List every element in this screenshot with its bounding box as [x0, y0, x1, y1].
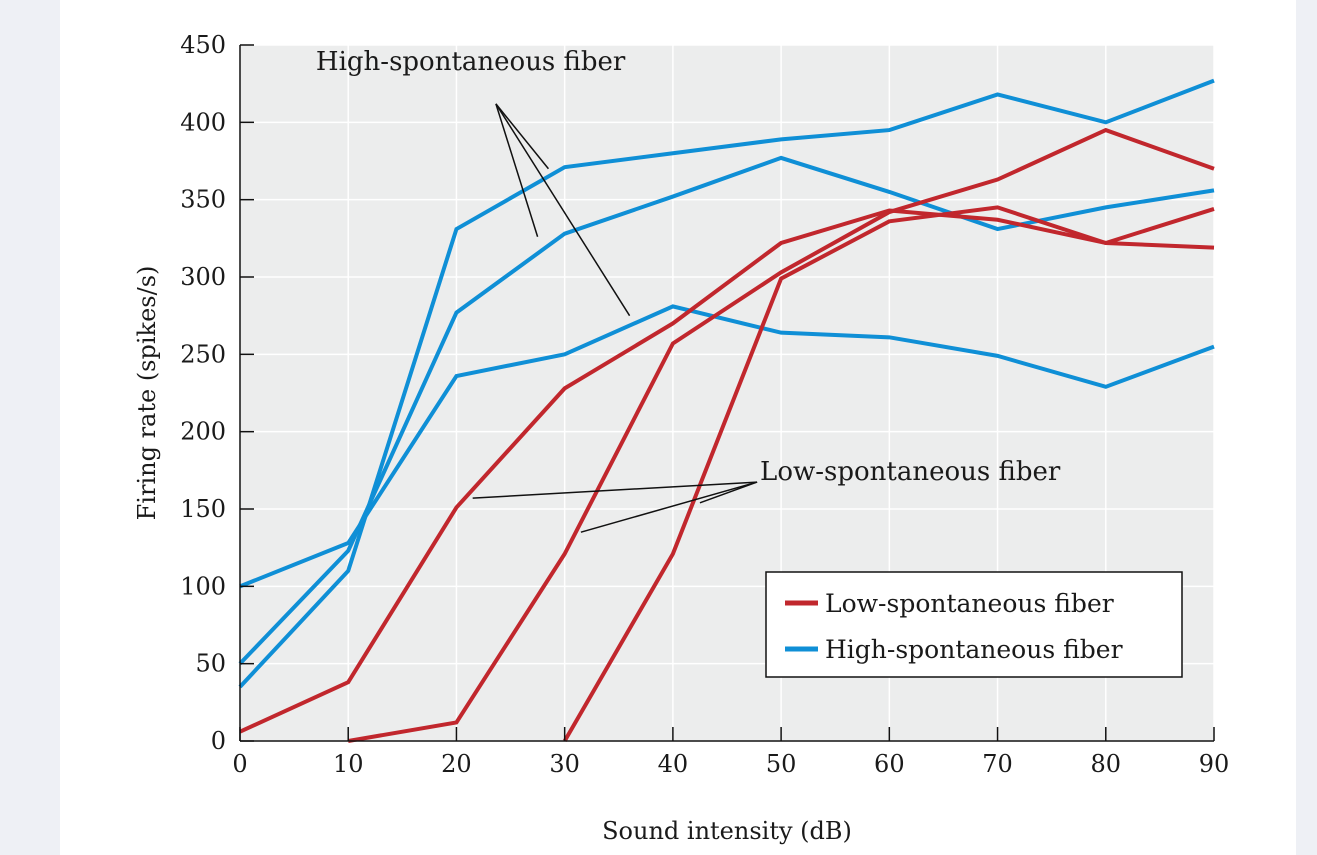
- x-tick-label: 50: [766, 750, 797, 778]
- x-tick-label: 90: [1199, 750, 1230, 778]
- x-tick-label: 60: [874, 750, 905, 778]
- annotation-pointer: [495, 103, 539, 238]
- annotation-pointer: [495, 103, 631, 317]
- x-tick-label: 80: [1091, 750, 1122, 778]
- y-tick-label: 50: [195, 650, 226, 678]
- y-tick-label: 200: [180, 418, 226, 446]
- x-tick-label: 30: [549, 750, 580, 778]
- series-line-high-3: [239, 304, 1215, 589]
- annotation-pointer: [495, 103, 550, 170]
- legend: Low-spontaneous fiber High-spontaneous fi…: [765, 571, 1183, 678]
- annotation-label: Low-spontaneous fiber: [760, 457, 1061, 487]
- legend-label: Low-spontaneous fiber: [825, 589, 1114, 618]
- y-tick-label: 150: [180, 495, 226, 523]
- x-tick-label: 40: [658, 750, 689, 778]
- annotations: High-spontaneous fiber Low-spontaneous fi…: [316, 47, 1061, 533]
- legend-label: High-spontaneous fiber: [825, 635, 1123, 664]
- y-tick-label: 0: [211, 727, 226, 755]
- x-tick-label: 10: [333, 750, 364, 778]
- annotation-pointer: [699, 481, 758, 504]
- y-tick-label: 100: [180, 572, 226, 600]
- annotation-label: High-spontaneous fiber: [316, 47, 626, 77]
- series-line-low-4: [239, 207, 1215, 734]
- series-line-low-6: [562, 205, 1215, 743]
- figure-panel: High-spontaneous fiber Low-spontaneous fi…: [60, 0, 1296, 855]
- x-tick-label: 70: [982, 750, 1013, 778]
- y-tick-label: 250: [180, 340, 226, 368]
- y-tick-label: 350: [180, 186, 226, 214]
- annotation-pointer: [472, 481, 758, 499]
- x-axis-label: Sound intensity (dB): [602, 817, 852, 845]
- y-tick-label: 450: [180, 31, 226, 59]
- series-line-high-2: [238, 155, 1215, 666]
- series-line-low-5: [347, 127, 1215, 743]
- annotation-pointer: [580, 481, 758, 533]
- series-layer: [238, 78, 1215, 743]
- y-axis-label: Firing rate (spikes/s): [133, 266, 161, 521]
- axes: 0 10 20 30 40 50 60 70 80 90 0 50 100 150 200 250 300 350…: [180, 31, 1229, 778]
- x-tick-label: 0: [232, 750, 247, 778]
- legend-box: [765, 571, 1183, 678]
- y-tick-label: 400: [180, 108, 226, 136]
- x-tick-label: 20: [441, 750, 472, 778]
- y-tick-label: 300: [180, 263, 226, 291]
- series-line-high-1: [238, 78, 1215, 689]
